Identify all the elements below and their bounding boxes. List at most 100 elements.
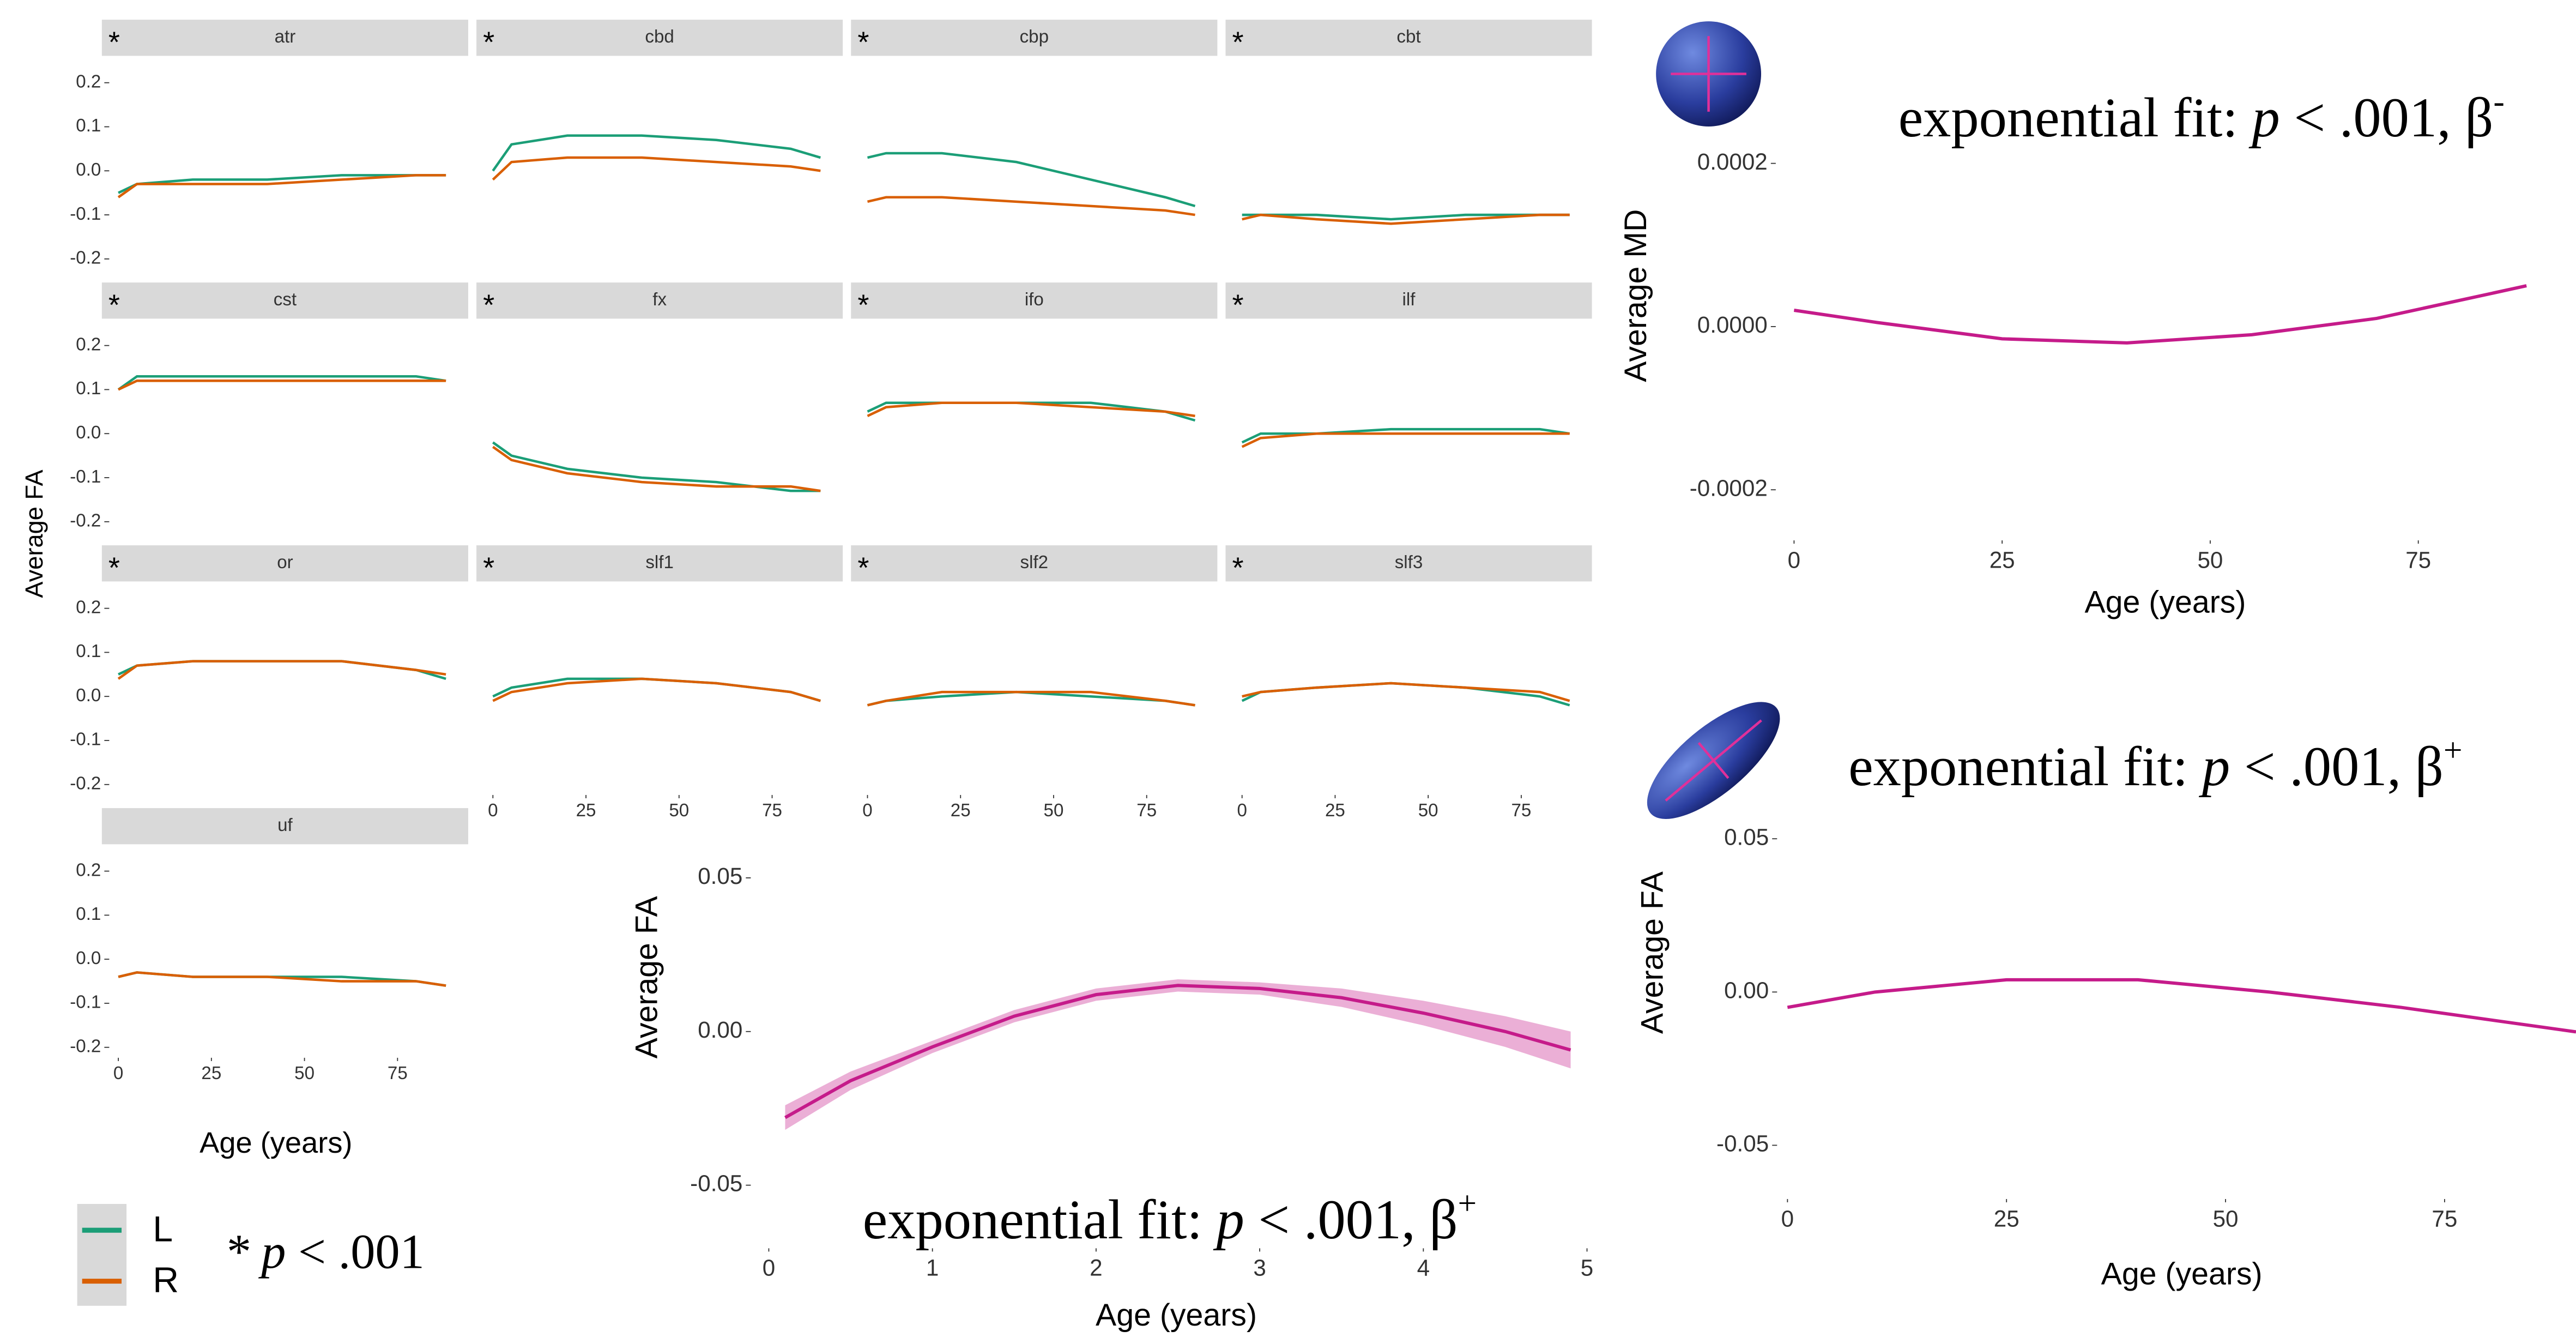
x-tick-label: 0 [1781,1206,1794,1231]
strip [476,282,843,319]
note-part: < .001 [286,1224,424,1279]
title-part: p [2248,87,2279,148]
strip-title: fx [652,290,667,310]
strip-title: slf2 [1020,552,1049,573]
x-tick-label: 50 [294,1063,315,1083]
title-part: exponential fit: [1898,87,2252,148]
x-axis-label: Age (years) [2084,585,2246,620]
strip [476,20,843,56]
fit-line [867,401,1195,418]
significance-note: * p < .001 [227,1224,425,1279]
y-axis-label: Average MD [1618,209,1653,382]
x-tick-label: 50 [2197,547,2223,573]
x-tick-label: 0 [488,800,498,821]
y-tick-label: 0.00 [1724,977,1769,1003]
y-tick-label: -0.05 [1716,1131,1769,1157]
strip-title: cbt [1396,27,1420,47]
y-tick-label: -0.1 [70,204,101,224]
ellipsoid-icon [1647,702,1780,819]
y-axis-label: Average FA [20,469,48,598]
strip-title: cbd [645,27,674,47]
fit-line [118,971,446,987]
strip-title: cbp [1020,27,1049,47]
chart-title: exponential fit: p < .001, β+ [863,1185,1477,1250]
fit-line [117,174,446,198]
y-tick-label: 0.05 [1724,824,1769,850]
significance-marker: * [108,552,120,585]
strip [101,545,468,582]
title-part: + [2444,732,2463,769]
x-tick-label: 25 [1994,1206,2019,1231]
title-part: + [1458,1185,1477,1222]
y-axis-label: Average FA [630,895,664,1058]
title-part: < .001, β [2230,736,2444,797]
chart-title: exponential fit: p < .001, β- [1898,83,2505,148]
fit-line [117,660,446,680]
note-part: p [258,1224,286,1279]
x-tick-label: 0 [763,1255,775,1281]
fit-line [784,984,1571,1119]
legend-label: R [153,1260,179,1300]
x-tick-label: 50 [1044,800,1064,821]
fit-line [492,445,821,492]
x-axis-label: Age (years) [199,1127,352,1159]
y-axis-label: Average FA [1635,871,1670,1034]
y-tick-label: -0.0002 [1690,475,1768,501]
x-tick-label: 75 [2405,547,2431,573]
y-tick-label: 0.0000 [1697,312,1768,338]
y-tick-label: 0.0 [76,160,101,180]
x-tick-label: 50 [669,800,689,821]
y-tick-label: 0.0 [76,948,101,968]
x-tick-label: 0 [862,800,872,821]
strip [1225,545,1592,582]
strip [476,545,843,582]
sphere-icon [1656,21,1762,127]
x-tick-label: 25 [1990,547,2015,573]
y-tick-label: 0.00 [698,1017,742,1043]
note-part: * [227,1224,251,1279]
y-tick-label: -0.2 [70,248,101,268]
x-tick-label: 75 [388,1063,408,1083]
strip-title: atr [275,27,296,47]
y-tick-label: -0.2 [70,1036,101,1056]
title-part: p [1213,1189,1244,1251]
y-tick-label: 0.0 [76,423,101,443]
fit-line [492,441,821,492]
significance-marker: * [1232,289,1244,322]
title-part: - [2493,83,2504,120]
x-tick-label: 5 [1581,1255,1593,1281]
strip [1225,282,1592,319]
title-part: < .001, β [2280,87,2494,148]
fit-line [1241,432,1570,448]
fit-line [1793,284,2527,345]
y-tick-label: -0.1 [70,467,101,487]
x-tick-label: 50 [1418,800,1438,821]
x-tick-label: 3 [1253,1255,1266,1281]
significance-marker: * [108,289,120,322]
x-axis-label: Age (years) [2101,1257,2263,1292]
significance-marker: * [857,289,869,322]
x-axis-label: Age (years) [1096,1298,1257,1333]
chart-title: exponential fit: p < .001, β+ [1848,732,2462,797]
strip [101,282,468,319]
fit-line [492,677,821,702]
y-tick-label: 0.0 [76,685,101,706]
strip [1225,20,1592,56]
title-part: exponential fit: [863,1189,1217,1251]
fit-line [1787,978,2576,1034]
y-tick-label: 0.2 [76,71,101,92]
x-tick-label: 2 [1090,1255,1102,1281]
strip-title: or [277,552,293,573]
y-tick-label: -0.1 [70,730,101,750]
strip-title: slf1 [645,552,674,573]
strip [101,808,468,845]
significance-marker: * [483,552,494,585]
significance-marker: * [108,26,120,59]
x-tick-label: 75 [1136,800,1157,821]
significance-marker: * [1232,552,1244,585]
y-tick-label: 0.2 [76,334,101,354]
y-tick-label: -0.05 [690,1171,742,1196]
